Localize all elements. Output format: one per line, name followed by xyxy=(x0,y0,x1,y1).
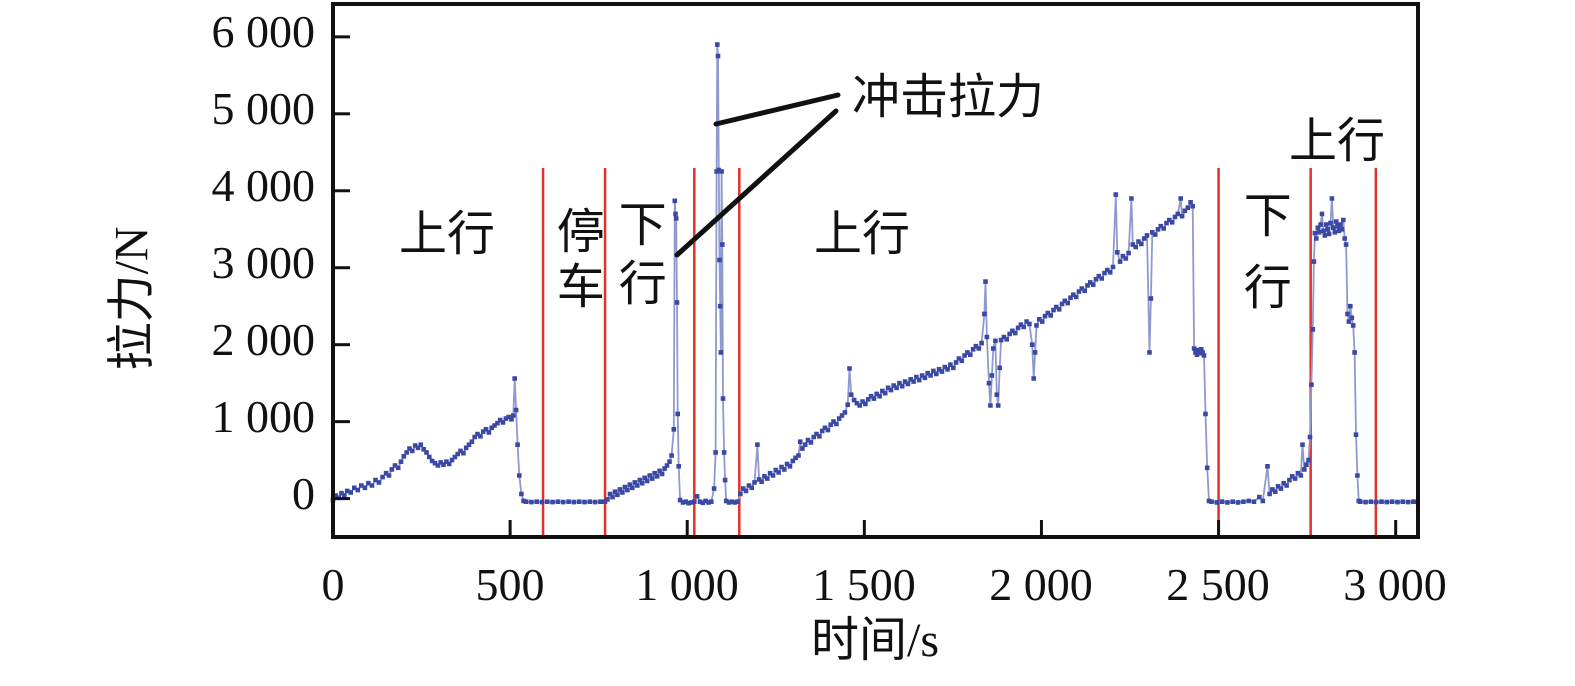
phase-label-down-2: 下行 xyxy=(1235,190,1289,334)
x-tick-label: 0 xyxy=(321,559,345,610)
x-tick-label: 500 xyxy=(475,559,545,610)
y-tick-label: 0 xyxy=(292,468,315,519)
plot-border xyxy=(331,2,1420,539)
axes xyxy=(331,2,1420,539)
x-tick-label: 3 000 xyxy=(1343,559,1447,610)
phase-label-up-1: 上行 xyxy=(398,208,495,261)
x-tick-label: 2 000 xyxy=(989,559,1093,610)
phase-label-up-2: 上行 xyxy=(813,208,910,261)
y-tick-label: 5 000 xyxy=(211,83,316,134)
impact-force-annotation: 冲击拉力 xyxy=(852,71,1045,124)
y-tick-label: 3 000 xyxy=(211,237,316,288)
y-tick-label: 4 000 xyxy=(211,160,316,211)
phase-label-down-1: 下行 xyxy=(610,199,664,317)
phase-label-stop: 停车 xyxy=(548,206,602,316)
x-tick-label: 1 500 xyxy=(812,559,916,610)
x-axis-title: 时间/s xyxy=(810,614,940,667)
x-tick-label: 1 000 xyxy=(635,559,739,610)
phase-boundary-lines xyxy=(541,168,1378,538)
y-tick-label: 1 000 xyxy=(211,391,316,442)
y-tick-label: 6 000 xyxy=(211,6,316,57)
data-series xyxy=(330,42,1420,506)
annotation-leader-lines xyxy=(674,92,841,258)
phase-label-up-3: 上行 xyxy=(1288,115,1385,168)
x-tick-label: 2 500 xyxy=(1166,559,1270,610)
y-tick-label: 2 000 xyxy=(211,314,316,365)
y-axis-title: 拉力/N xyxy=(105,226,159,371)
